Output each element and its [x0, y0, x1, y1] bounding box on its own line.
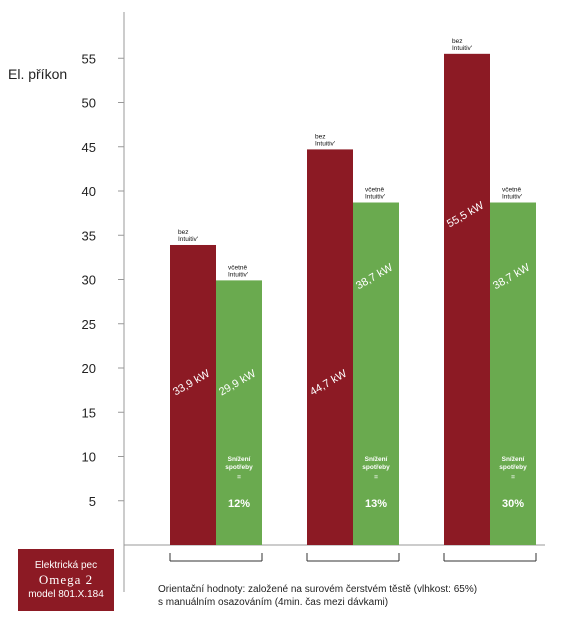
y-tick-label: 45: [82, 140, 96, 155]
y-tick-label: 5: [89, 494, 96, 509]
bar-series-label: Intuitiv': [452, 45, 472, 52]
bar: [444, 53, 490, 545]
reduction-percent: 13%: [365, 498, 387, 510]
reduction-eq: =: [237, 474, 241, 481]
bar-series-label: Intuitiv': [365, 194, 385, 201]
y-tick-label: 20: [82, 361, 96, 376]
bar: [490, 202, 536, 545]
y-tick-label: 15: [82, 405, 96, 420]
bar-series-label: včetně: [365, 187, 385, 194]
bar-series-label: Intuitiv': [502, 194, 522, 201]
model-line-1: Elektrická pec: [34, 560, 98, 571]
y-tick-label: 25: [82, 317, 96, 332]
bar-series-label: Intuitiv': [315, 140, 335, 147]
reduction-line-2: spotřeby: [362, 464, 390, 471]
reduction-line-1: Snížení: [228, 456, 251, 463]
reduction-percent: 30%: [502, 498, 524, 510]
y-tick-label: 30: [82, 273, 96, 288]
bar-series-label: bez: [178, 229, 188, 236]
bar-series-label: bez: [315, 133, 325, 140]
y-tick-label: 35: [82, 228, 96, 243]
y-tick-label: 10: [82, 450, 96, 465]
reduction-percent: 12%: [228, 498, 250, 510]
y-axis-label: El. příkon: [8, 66, 67, 82]
bar-series-label: včetně: [502, 187, 522, 194]
bar-series-label: Intuitiv': [228, 271, 248, 278]
bar-series-label: včetně: [228, 264, 248, 271]
y-tick-label: 50: [82, 96, 96, 111]
bar: [353, 202, 399, 545]
model-line-3: model 801.X.184: [28, 589, 104, 600]
reduction-line-1: Snížení: [502, 456, 525, 463]
footnote-line-1: Orientační hodnoty: založené na surovém …: [158, 584, 478, 595]
model-box: Elektrická pec Omega 2 model 801.X.184: [18, 549, 114, 611]
model-line-2: Omega 2: [38, 572, 94, 587]
bar-series-label: bez: [452, 38, 462, 45]
reduction-line-2: spotřeby: [225, 464, 253, 471]
reduction-line-1: Snížení: [365, 456, 388, 463]
reduction-eq: =: [511, 474, 515, 481]
y-tick-label: 40: [82, 184, 96, 199]
bar: [307, 149, 353, 545]
y-tick-label: 55: [82, 51, 96, 66]
bar-series-label: Intuitiv': [178, 236, 198, 243]
bar: [170, 244, 216, 546]
reduction-line-2: spotřeby: [499, 464, 527, 471]
reduction-eq: =: [374, 474, 378, 481]
footnote: Orientační hodnoty: založené na surovém …: [158, 583, 477, 609]
bar: [216, 280, 262, 545]
footnote-line-2: s manuálním osazováním (4min. čas mezi d…: [158, 597, 389, 608]
